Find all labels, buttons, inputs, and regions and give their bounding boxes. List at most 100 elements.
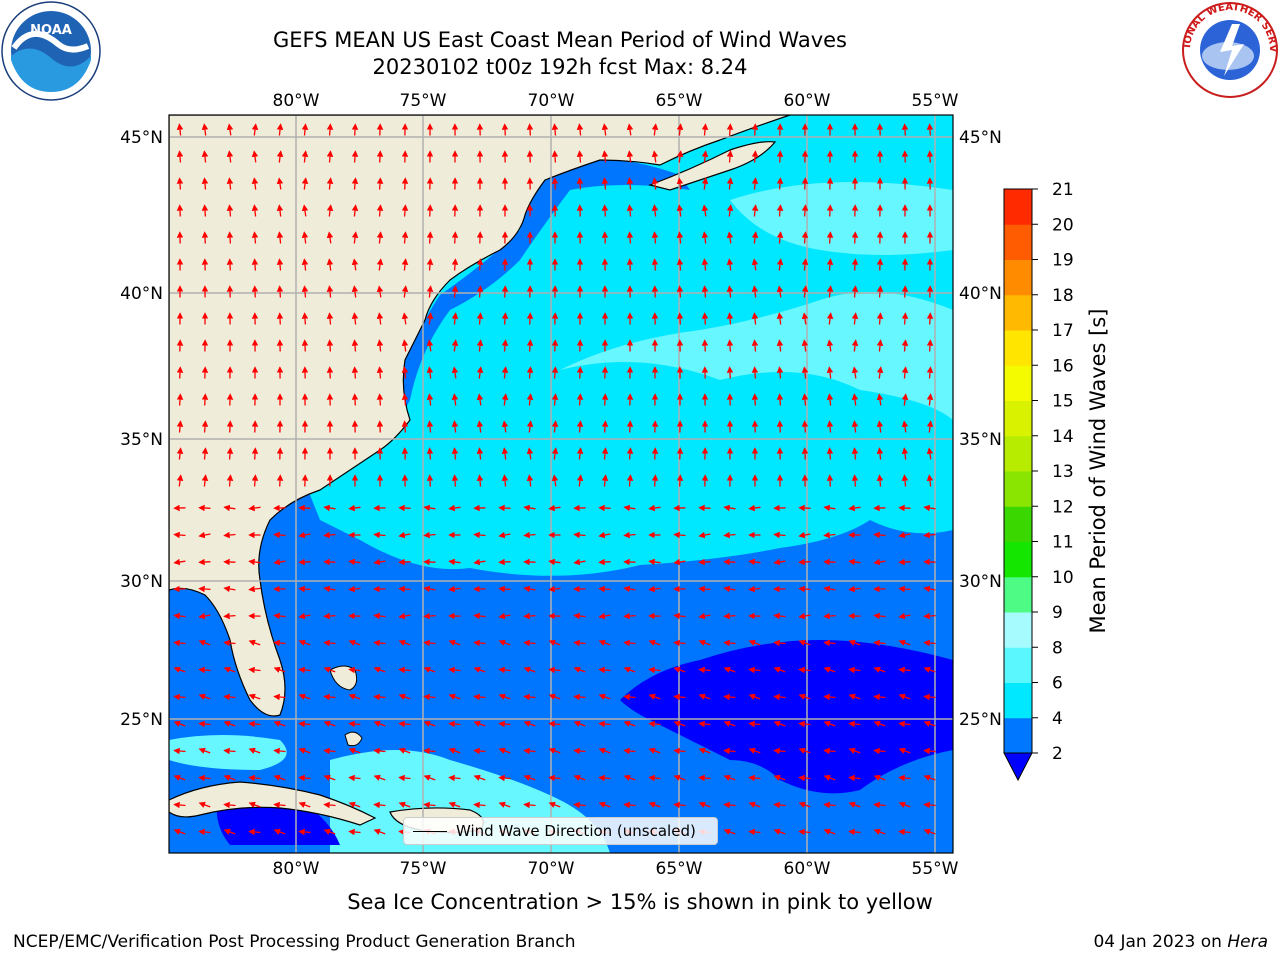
wind-wave-arrow [651,204,659,217]
wind-wave-arrow [748,774,761,782]
wind-wave-arrow [323,774,336,781]
wind-wave-arrow [726,312,734,325]
wind-wave-arrow [726,285,734,298]
wind-wave-arrow [523,693,536,701]
wind-wave-arrow [423,693,436,701]
wind-wave-arrow [776,231,784,244]
wind-wave-arrow [323,666,336,673]
colorbar-segments [1004,189,1032,754]
wind-wave-arrow [826,474,834,487]
wind-wave-arrow [401,177,409,190]
wind-wave-arrow [751,123,759,136]
wind-wave-arrow [176,393,184,406]
wind-wave-arrow [601,393,609,406]
wind-wave-arrow [301,177,309,190]
wind-wave-arrow [848,666,861,674]
lat-label-40n: 40°N [120,284,163,304]
wind-wave-arrow [301,150,309,163]
wind-wave-arrow [576,474,584,487]
wind-wave-arrow [923,828,936,835]
wind-wave-arrow [498,666,511,674]
wind-wave-arrow [923,774,936,781]
wind-wave-arrow [648,585,661,593]
wind-wave-arrow [676,177,684,190]
wind-wave-arrow [851,366,859,379]
wind-wave-arrow [626,447,634,460]
wind-wave-arrow [401,339,409,352]
wind-wave-arrow [901,285,909,298]
wind-wave-arrow [223,828,236,835]
wind-wave-arrow [323,639,336,647]
wind-wave-arrow [298,639,311,646]
wind-wave-arrow [326,150,334,163]
wind-wave-arrow [548,747,561,754]
wind-wave-arrow [723,612,736,620]
wind-wave-arrow [498,747,511,754]
wind-wave-arrow [526,150,534,163]
wind-wave-arrow [851,231,859,244]
wind-wave-arrow [473,612,486,620]
wind-wave-arrow [398,558,411,566]
wind-wave-arrow [823,774,836,781]
wind-wave-arrow [398,801,411,808]
wind-wave-arrow [751,231,759,244]
wind-wave-arrow [526,312,534,325]
wind-wave-arrow [376,285,384,298]
wind-wave-arrow [726,231,734,244]
wind-wave-arrow [598,504,611,512]
colorbar-tick-label: 13 [1052,462,1074,482]
colorbar-under-arrow [1003,752,1033,782]
wind-wave-arrow [776,366,784,379]
wind-wave-arrow [373,747,386,755]
lon-label-55w: 55°W [912,91,959,111]
colorbar-tick-label: 6 [1052,674,1063,694]
wind-wave-arrow [326,231,334,244]
wind-wave-arrow [673,747,686,755]
wind-wave-arrow [376,231,384,244]
colorbar-segment [1004,576,1032,613]
wind-wave-arrow [551,393,559,406]
wind-wave-arrow [776,420,784,433]
wind-wave-arrow [648,666,661,674]
lat-label-35n-right: 35°N [959,430,1002,450]
wind-wave-arrow [651,150,659,163]
wind-wave-arrow [551,474,559,487]
wind-wave-arrow [926,366,934,379]
chart-title: GEFS MEAN US East Coast Mean Period of W… [273,28,847,52]
wind-wave-arrow [751,366,759,379]
wind-wave-arrow [326,123,334,136]
colorbar-segment [1004,612,1032,648]
wind-wave-arrow [848,693,861,700]
wind-wave-arrow [723,504,736,512]
lon-label-60w: 60°W [784,91,831,111]
wind-wave-arrow [598,639,611,646]
wind-wave-arrow [776,204,784,217]
wind-wave-arrow [201,231,209,244]
wind-wave-arrow [601,204,609,217]
wind-wave-arrow [201,474,209,487]
wind-wave-arrow [751,312,759,325]
wind-wave-arrow [651,258,659,271]
wind-wave-arrow [451,312,459,325]
lat-labels-right: 45°N 40°N 35°N 30°N 25°N [959,128,1002,730]
wind-wave-arrow [226,204,234,217]
wind-wave-arrow [298,693,311,700]
wind-wave-arrow [573,720,586,727]
wind-wave-arrow [273,558,286,566]
wind-wave-arrow [398,531,411,539]
wind-wave-arrow [601,447,609,460]
wind-wave-arrow [651,123,659,136]
wind-wave-arrow [598,693,611,700]
wind-wave-arrow [351,366,359,379]
wind-wave-arrow [623,639,636,647]
wind-wave-arrow [223,801,236,809]
lon-label-65w-bottom: 65°W [656,859,703,879]
wind-wave-arrow [248,720,261,728]
wind-wave-arrow [473,801,486,809]
land-bahamas-south [344,731,363,747]
wind-wave-arrow [551,447,559,460]
wind-wave-arrow [848,774,861,782]
wind-wave-arrow [298,720,311,728]
wind-wave-arrow [451,393,459,406]
wind-wave-arrow [723,693,736,701]
